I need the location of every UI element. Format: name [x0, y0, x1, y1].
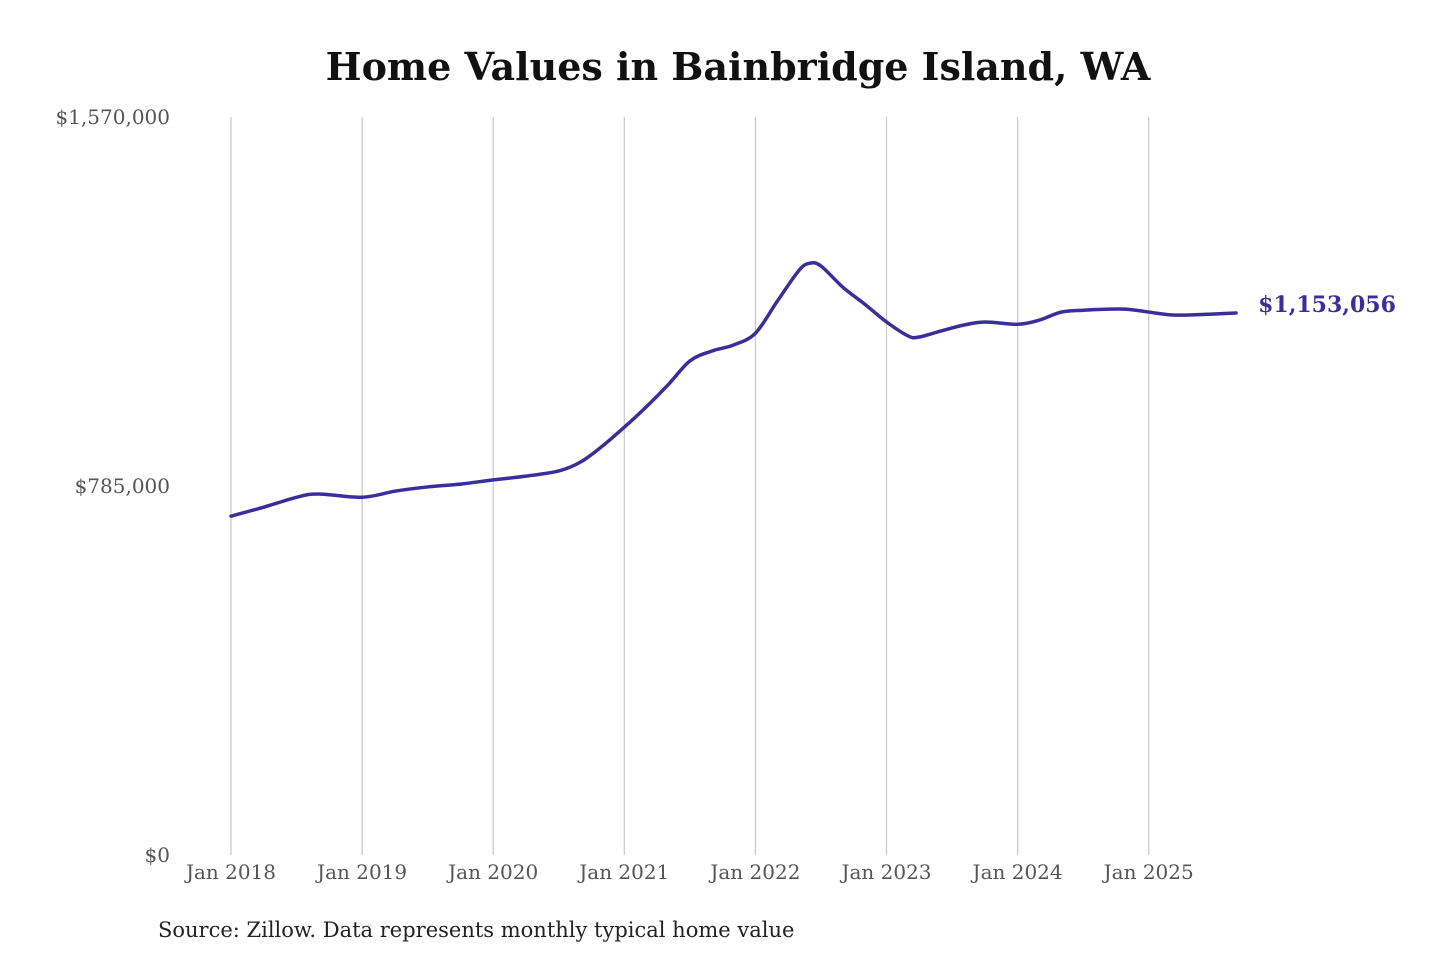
y-tick-label: $785,000 — [75, 474, 170, 498]
y-tick-label: $1,570,000 — [55, 105, 170, 129]
chart-title: Home Values in Bainbridge Island, WA — [325, 44, 1151, 89]
x-tick-label: Jan 2024 — [971, 860, 1063, 884]
home-value-line — [229, 260, 1238, 518]
x-tick-label: Jan 2025 — [1102, 860, 1194, 884]
y-tick-label: $0 — [145, 843, 170, 867]
x-tick-label: Jan 2019 — [315, 860, 407, 884]
source-note: Source: Zillow. Data represents monthly … — [158, 918, 795, 942]
x-tick-label: Jan 2023 — [839, 860, 931, 884]
x-tick-label: Jan 2020 — [446, 860, 538, 884]
x-tick-label: Jan 2022 — [708, 860, 800, 884]
end-value-label: $1,153,056 — [1258, 292, 1396, 318]
x-tick-label: Jan 2021 — [577, 860, 669, 884]
x-tick-label: Jan 2018 — [184, 860, 276, 884]
